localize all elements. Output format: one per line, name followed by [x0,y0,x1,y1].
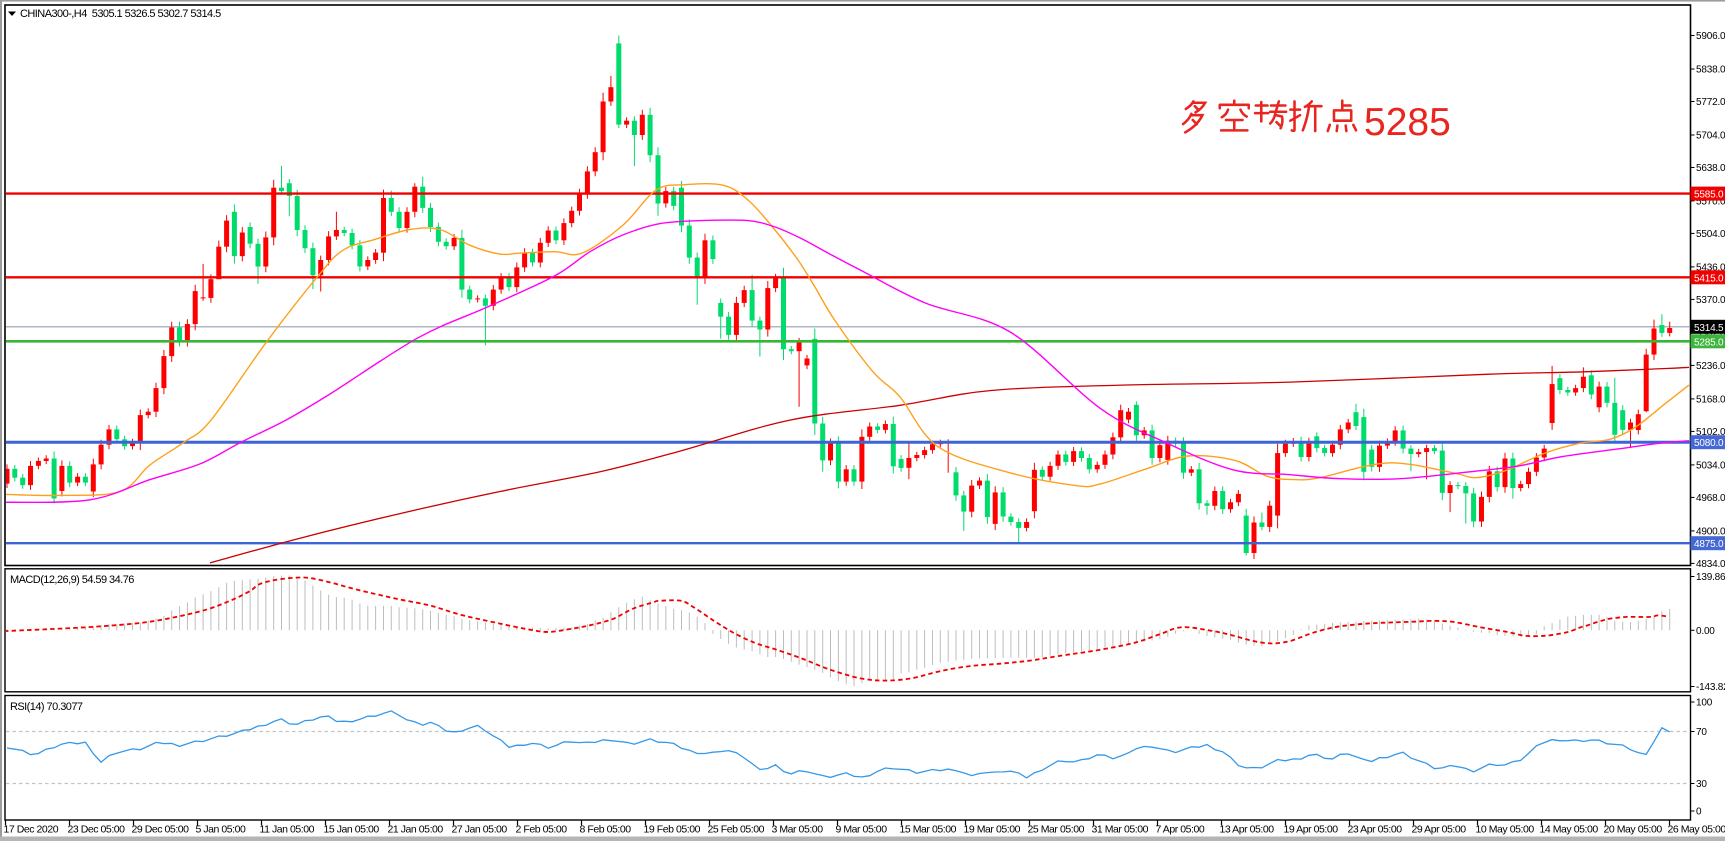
svg-text:27 Jan 05:00: 27 Jan 05:00 [452,824,508,836]
svg-text:26 May 05:00: 26 May 05:00 [1668,824,1725,836]
svg-text:5585.0: 5585.0 [1694,190,1724,201]
svg-text:5285: 5285 [1364,101,1451,144]
svg-text:11 Jan 05:00: 11 Jan 05:00 [260,824,315,836]
svg-text:14 May 05:00: 14 May 05:00 [1540,824,1599,836]
svg-text:5034.0: 5034.0 [1696,460,1725,471]
svg-text:17 Dec 2020: 17 Dec 2020 [4,824,59,836]
svg-text:5906.0: 5906.0 [1696,31,1725,42]
svg-text:23 Dec 05:00: 23 Dec 05:00 [68,824,126,836]
svg-text:-143.82: -143.82 [1696,682,1725,693]
svg-text:31 Mar 05:00: 31 Mar 05:00 [1092,824,1149,836]
svg-text:5 Jan 05:00: 5 Jan 05:00 [196,824,247,836]
svg-text:19 Mar 05:00: 19 Mar 05:00 [964,824,1021,836]
svg-text:5102.0: 5102.0 [1696,427,1725,438]
svg-text:7 Apr 05:00: 7 Apr 05:00 [1156,824,1205,836]
svg-text:4875.0: 4875.0 [1694,539,1724,550]
svg-text:15 Jan 05:00: 15 Jan 05:00 [324,824,380,836]
svg-text:4834.0: 4834.0 [1696,559,1725,570]
svg-text:20 May 05:00: 20 May 05:00 [1604,824,1663,836]
svg-text:5285.0: 5285.0 [1694,337,1724,348]
svg-text:10 May 05:00: 10 May 05:00 [1476,824,1535,836]
svg-text:4968.0: 4968.0 [1696,493,1725,504]
svg-text:5772.0: 5772.0 [1696,97,1725,108]
svg-text:8 Feb 05:00: 8 Feb 05:00 [580,824,632,836]
svg-text:CHINA300-,H4 5305.1 5326.5 53: CHINA300-,H4 5305.1 5326.5 5302.7 5314.5 [20,8,221,20]
svg-text:4900.0: 4900.0 [1696,526,1725,537]
svg-text:25 Feb 05:00: 25 Feb 05:00 [708,824,765,836]
svg-text:19 Feb 05:00: 19 Feb 05:00 [644,824,701,836]
svg-text:19 Apr 05:00: 19 Apr 05:00 [1284,824,1339,836]
svg-text:2 Feb 05:00: 2 Feb 05:00 [516,824,568,836]
svg-text:MACD(12,26,9) 54.59 34.76: MACD(12,26,9) 54.59 34.76 [10,574,134,586]
svg-text:5704.0: 5704.0 [1696,131,1725,142]
svg-text:5436.0: 5436.0 [1696,262,1725,273]
svg-text:21 Jan 05:00: 21 Jan 05:00 [388,824,444,836]
svg-text:9 Mar 05:00: 9 Mar 05:00 [836,824,888,836]
svg-text:5370.0: 5370.0 [1696,295,1725,306]
svg-text:13 Apr 05:00: 13 Apr 05:00 [1220,824,1275,836]
svg-text:5570.0: 5570.0 [1696,196,1725,207]
svg-text:5080.0: 5080.0 [1694,438,1724,449]
svg-text:139.86: 139.86 [1696,572,1725,583]
svg-text:5415.0: 5415.0 [1694,273,1724,284]
svg-text:23 Apr 05:00: 23 Apr 05:00 [1348,824,1403,836]
svg-text:100: 100 [1696,698,1713,709]
svg-text:5168.0: 5168.0 [1696,394,1725,405]
svg-text:5314.5: 5314.5 [1694,323,1724,334]
svg-text:70: 70 [1696,727,1707,738]
svg-text:5302.0: 5302.0 [1696,328,1725,339]
svg-text:5236.0: 5236.0 [1696,361,1725,372]
svg-text:0: 0 [1696,807,1702,818]
svg-text:3 Mar 05:00: 3 Mar 05:00 [772,824,824,836]
svg-text:5838.0: 5838.0 [1696,65,1725,76]
svg-text:25 Mar 05:00: 25 Mar 05:00 [1028,824,1085,836]
svg-text:5638.0: 5638.0 [1696,163,1725,174]
svg-text:29 Apr 05:00: 29 Apr 05:00 [1412,824,1467,836]
svg-text:15 Mar 05:00: 15 Mar 05:00 [900,824,957,836]
svg-text:0.00: 0.00 [1696,626,1715,637]
svg-text:5504.0: 5504.0 [1696,229,1725,240]
svg-text:RSI(14) 70.3077: RSI(14) 70.3077 [10,701,83,713]
svg-text:30: 30 [1696,779,1707,790]
svg-text:29 Dec 05:00: 29 Dec 05:00 [132,824,190,836]
